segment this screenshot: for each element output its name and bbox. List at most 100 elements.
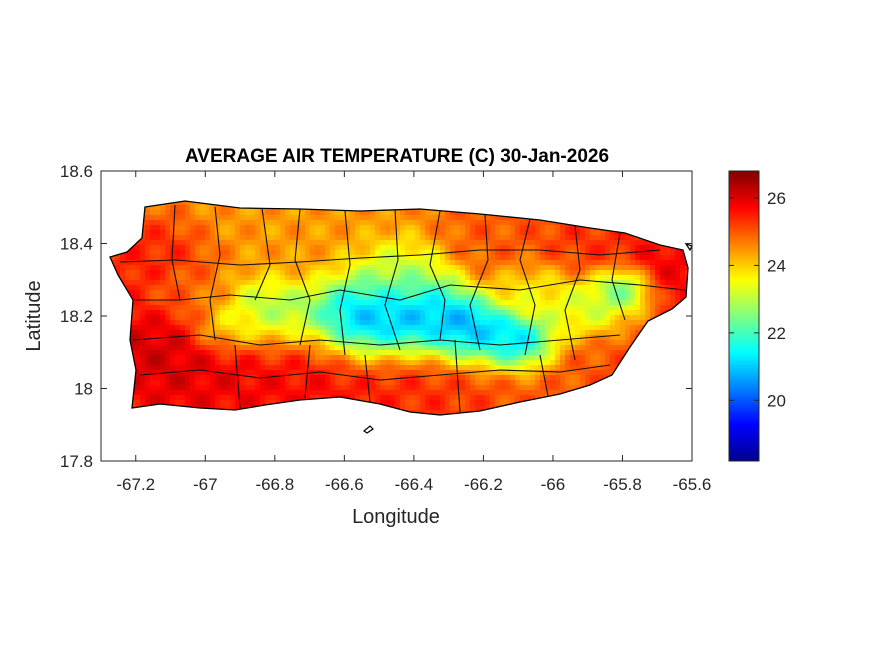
temperature-cell — [385, 395, 391, 401]
temperature-cell — [440, 400, 446, 406]
temperature-cell — [505, 235, 511, 241]
temperature-cell — [505, 270, 511, 276]
temperature-cell — [530, 365, 536, 371]
temperature-cell — [440, 370, 446, 376]
temperature-cell — [565, 325, 571, 331]
temperature-cell — [465, 380, 471, 386]
temperature-cell — [195, 240, 201, 246]
temperature-cell — [510, 250, 516, 256]
temperature-cell — [515, 320, 521, 326]
temperature-cell — [190, 280, 196, 286]
temperature-cell — [445, 350, 451, 356]
temperature-cell — [650, 245, 656, 251]
temperature-cell — [385, 315, 391, 321]
temperature-cell — [510, 395, 516, 401]
temperature-cell — [565, 350, 571, 356]
temperature-cell — [580, 235, 586, 241]
temperature-cell — [235, 310, 241, 316]
temperature-cell — [450, 310, 456, 316]
temperature-cell — [485, 380, 491, 386]
temperature-cell — [300, 250, 306, 256]
temperature-cell — [215, 395, 221, 401]
temperature-cell — [515, 305, 521, 311]
temperature-cell — [275, 350, 281, 356]
temperature-cell — [245, 265, 251, 271]
temperature-cell — [140, 385, 146, 391]
temperature-cell — [440, 280, 446, 286]
temperature-cell — [470, 350, 476, 356]
temperature-cell — [280, 345, 286, 351]
temperature-cell — [340, 280, 346, 286]
temperature-cell — [265, 390, 271, 396]
temperature-cell — [330, 255, 336, 261]
temperature-cell — [495, 250, 501, 256]
temperature-cell — [400, 240, 406, 246]
temperature-cell — [410, 305, 416, 311]
temperature-cell — [175, 280, 181, 286]
temperature-cell — [505, 280, 511, 286]
temperature-cell — [360, 285, 366, 291]
temperature-cell — [375, 350, 381, 356]
temperature-cell — [530, 395, 536, 401]
temperature-cell — [300, 235, 306, 241]
temperature-cell — [550, 240, 556, 246]
temperature-cell — [120, 265, 126, 271]
temperature-cell — [515, 255, 521, 261]
temperature-cell — [230, 345, 236, 351]
temperature-cell — [560, 285, 566, 291]
temperature-cell — [530, 325, 536, 331]
temperature-cell — [560, 300, 566, 306]
temperature-cell — [435, 335, 441, 341]
temperature-cell — [380, 310, 386, 316]
temperature-cell — [200, 330, 206, 336]
temperature-cell — [385, 250, 391, 256]
temperature-cell — [550, 365, 556, 371]
temperature-cell — [360, 305, 366, 311]
temperature-cell — [210, 390, 216, 396]
temperature-cell — [320, 225, 326, 231]
temperature-cell — [350, 220, 356, 226]
temperature-cell — [290, 225, 296, 231]
temperature-cell — [505, 375, 511, 381]
temperature-cell — [290, 350, 296, 356]
temperature-cell — [555, 360, 561, 366]
temperature-cell — [630, 235, 636, 241]
temperature-cell — [590, 380, 596, 386]
temperature-cell — [295, 320, 301, 326]
temperature-cell — [500, 280, 506, 286]
temperature-cell — [230, 225, 236, 231]
temperature-cell — [190, 355, 196, 361]
temperature-cell — [215, 275, 221, 281]
temperature-cell — [480, 350, 486, 356]
temperature-cell — [375, 265, 381, 271]
temperature-cell — [515, 245, 521, 251]
temperature-cell — [315, 295, 321, 301]
temperature-cell — [515, 300, 521, 306]
temperature-cell — [225, 245, 231, 251]
temperature-cell — [195, 335, 201, 341]
temperature-cell — [580, 350, 586, 356]
temperature-cell — [300, 380, 306, 386]
temperature-cell — [545, 340, 551, 346]
temperature-cell — [435, 285, 441, 291]
temperature-cell — [270, 275, 276, 281]
temperature-cell — [575, 345, 581, 351]
temperature-cell — [630, 280, 636, 286]
temperature-cell — [570, 260, 576, 266]
temperature-cell — [420, 300, 426, 306]
temperature-cell — [420, 255, 426, 261]
temperature-cell — [385, 305, 391, 311]
temperature-cell — [685, 270, 688, 276]
temperature-cell — [460, 285, 466, 291]
temperature-cell — [635, 305, 641, 311]
temperature-cell — [295, 245, 301, 251]
temperature-cell — [120, 275, 126, 281]
temperature-cell — [575, 355, 581, 361]
temperature-cell — [480, 280, 486, 286]
temperature-cell — [585, 340, 591, 346]
temperature-cell — [455, 235, 461, 241]
temperature-cell — [310, 385, 316, 391]
temperature-cell — [395, 275, 401, 281]
temperature-cell — [235, 265, 241, 271]
temperature-cell — [370, 245, 376, 251]
